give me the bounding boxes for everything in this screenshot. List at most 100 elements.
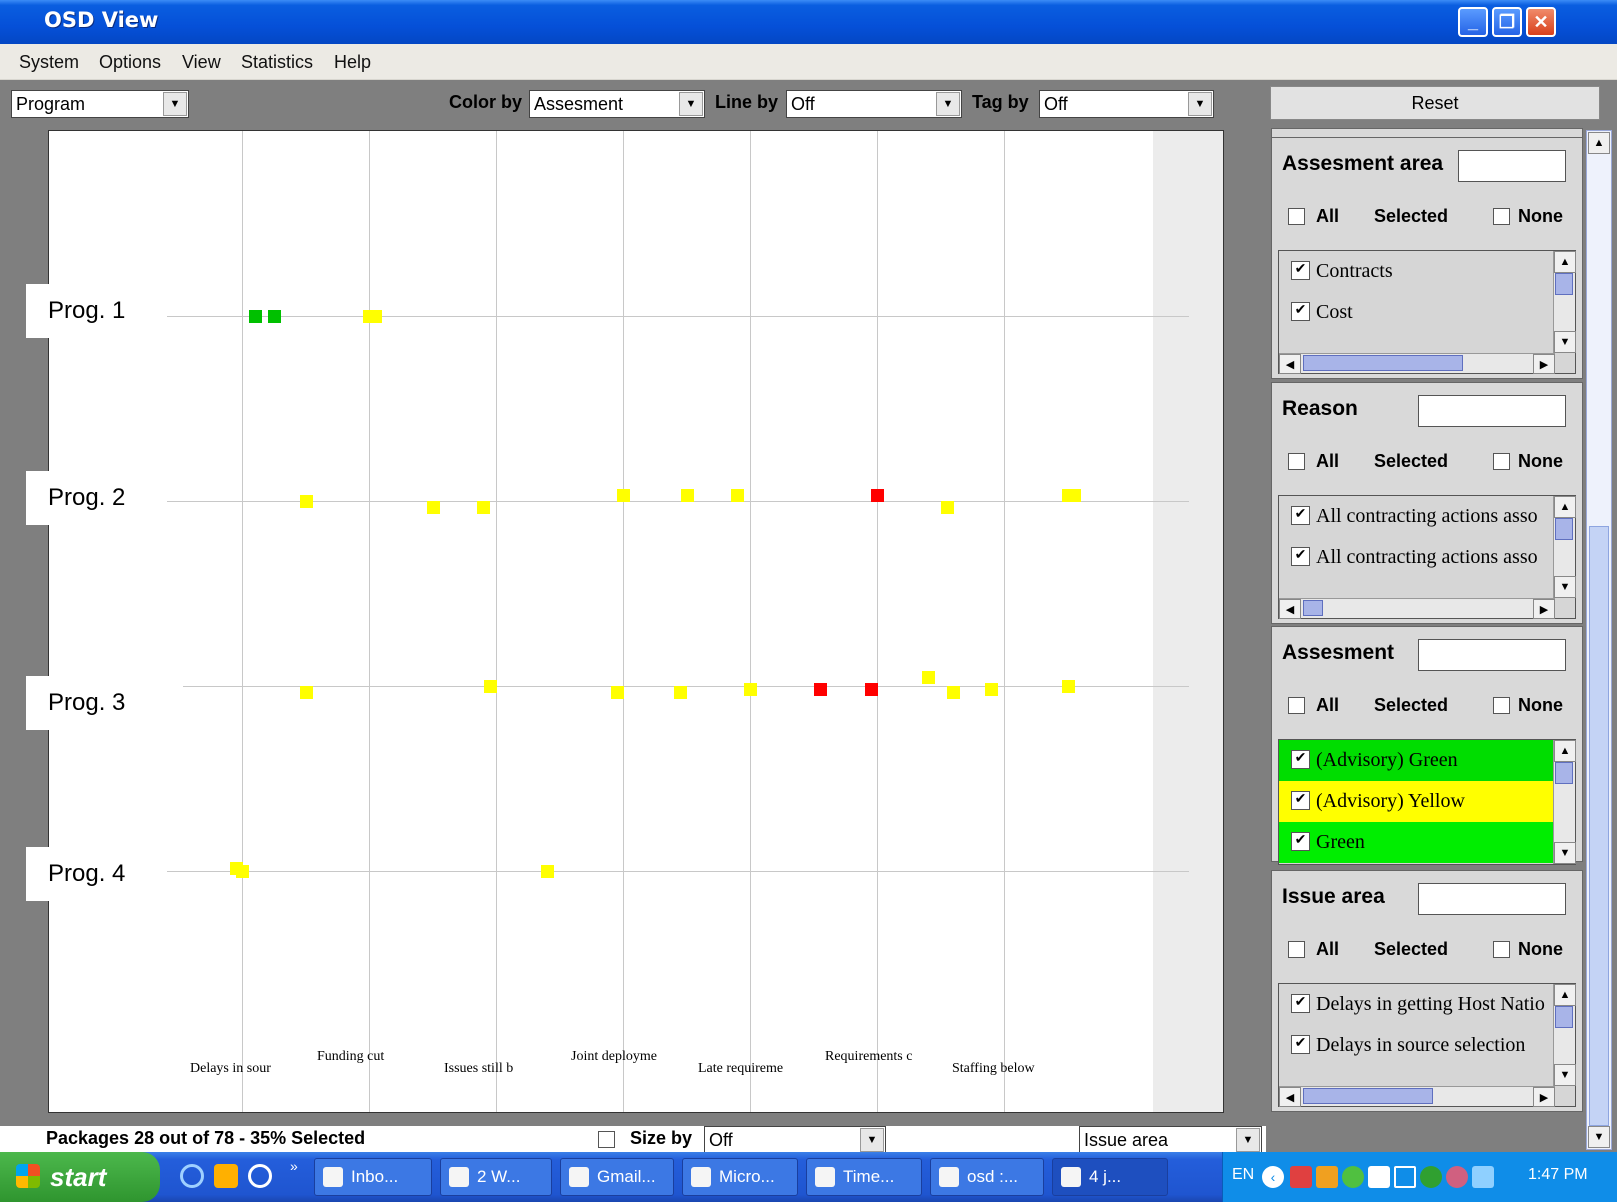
assessment-area-vscroll[interactable]: ▲ ▼: [1553, 251, 1576, 353]
issue-area-vscroll[interactable]: ▲ ▼: [1553, 984, 1576, 1086]
assessment-none-checkbox[interactable]: [1493, 697, 1510, 714]
scroll-thumb[interactable]: [1555, 518, 1573, 540]
issue-area-hscroll[interactable]: ◀ ▶: [1279, 1086, 1555, 1107]
tag-by-select[interactable]: Off ▼: [1039, 90, 1214, 118]
scroll-up-icon[interactable]: ▲: [1554, 740, 1576, 762]
browser-icon[interactable]: [248, 1164, 272, 1188]
assessment-area-hscroll[interactable]: ◀ ▶: [1279, 353, 1555, 374]
issue-area-none-checkbox[interactable]: [1493, 941, 1510, 958]
data-point[interactable]: [940, 501, 954, 514]
language-indicator[interactable]: EN: [1232, 1166, 1255, 1183]
task-time[interactable]: Time...: [806, 1158, 922, 1196]
scroll-down-icon[interactable]: ▼: [1588, 1126, 1610, 1148]
issue-area-filter-input[interactable]: [1418, 883, 1566, 915]
close-button[interactable]: ✕: [1526, 7, 1556, 37]
chevron-down-icon[interactable]: ▼: [860, 1128, 884, 1152]
checkbox-checked-icon[interactable]: ✔: [1291, 260, 1310, 280]
checkbox-checked-icon[interactable]: ✔: [1291, 1034, 1310, 1054]
reason-all-checkbox[interactable]: [1288, 453, 1305, 470]
data-point[interactable]: [610, 686, 624, 699]
assessment-area-list-item[interactable]: ✔ Cost: [1279, 292, 1553, 333]
scroll-right-icon[interactable]: ▶: [1533, 1087, 1555, 1107]
scroll-up-icon[interactable]: ▲: [1554, 984, 1576, 1006]
scroll-down-icon[interactable]: ▼: [1554, 842, 1576, 864]
data-point[interactable]: [248, 310, 262, 323]
update-tray-icon[interactable]: [1472, 1166, 1494, 1188]
scroll-left-icon[interactable]: ◀: [1279, 354, 1301, 374]
scroll-up-icon[interactable]: ▲: [1554, 251, 1576, 273]
assessment-area-list-item[interactable]: ✔ Contracts: [1279, 251, 1553, 292]
data-point[interactable]: [871, 489, 884, 502]
data-point[interactable]: [985, 683, 999, 696]
task-explorer[interactable]: 2 W...: [440, 1158, 552, 1196]
reason-hscroll[interactable]: ◀ ▶: [1279, 598, 1555, 619]
panel-scrollbar[interactable]: ▲ ▼: [1586, 130, 1612, 1150]
checkbox-checked-icon[interactable]: ✔: [1291, 831, 1310, 851]
reason-list-item[interactable]: ✔ All contracting actions asso: [1279, 496, 1553, 537]
checkbox-checked-icon[interactable]: ✔: [1291, 301, 1310, 321]
task-group[interactable]: 4 j...: [1052, 1158, 1168, 1196]
assessment-vscroll[interactable]: ▲ ▼: [1553, 740, 1576, 864]
assessment-list[interactable]: ✔ (Advisory) Green ✔ (Advisory) Yellow ✔ Gree…: [1278, 739, 1576, 865]
data-point[interactable]: [947, 686, 961, 699]
data-point[interactable]: [813, 683, 827, 696]
checkbox-checked-icon[interactable]: ✔: [1291, 505, 1310, 525]
data-point[interactable]: [921, 671, 935, 684]
app-tray-icon[interactable]: [1368, 1166, 1390, 1188]
scroll-up-icon[interactable]: ▲: [1588, 132, 1610, 154]
reason-list-item-partial[interactable]: [1279, 578, 1553, 592]
mail-tray-icon[interactable]: [1394, 1166, 1416, 1188]
data-point[interactable]: [236, 865, 249, 878]
axis-category-select[interactable]: Issue area ▼: [1079, 1126, 1262, 1154]
assessment-list-item[interactable]: ✔ Green: [1279, 822, 1553, 863]
outlook-icon[interactable]: [214, 1164, 238, 1188]
scroll-right-icon[interactable]: ▶: [1533, 599, 1555, 619]
assessment-area-filter-input[interactable]: [1458, 150, 1566, 182]
reason-list-item[interactable]: ✔ All contracting actions asso: [1279, 537, 1553, 578]
issue-area-list-item[interactable]: ✔ Delays in source selection: [1279, 1025, 1553, 1066]
checkbox-checked-icon[interactable]: ✔: [1291, 790, 1310, 810]
issue-area-all-checkbox[interactable]: [1288, 941, 1305, 958]
reason-none-checkbox[interactable]: [1493, 453, 1510, 470]
volume-tray-icon[interactable]: [1446, 1166, 1468, 1188]
reason-filter-input[interactable]: [1418, 395, 1566, 427]
scroll-thumb[interactable]: [1555, 762, 1573, 784]
chevron-left-icon[interactable]: ‹: [1262, 1166, 1284, 1188]
assessment-area-list[interactable]: ✔ Contracts ✔ Cost ▲ ▼ ◀ ▶: [1278, 250, 1576, 374]
data-point[interactable]: [617, 489, 630, 502]
checkbox-checked-icon[interactable]: ✔: [1291, 749, 1310, 769]
data-point[interactable]: [1067, 489, 1081, 502]
scroll-thumb[interactable]: [1303, 355, 1463, 371]
reason-vscroll[interactable]: ▲ ▼: [1553, 496, 1576, 598]
line-by-select[interactable]: Off ▼: [786, 90, 962, 118]
scroll-right-icon[interactable]: ▶: [1533, 354, 1555, 374]
data-point[interactable]: [674, 686, 688, 699]
data-point[interactable]: [267, 310, 281, 323]
size-by-select[interactable]: Off ▼: [704, 1126, 886, 1154]
start-button[interactable]: start: [0, 1152, 160, 1202]
data-point[interactable]: [1061, 680, 1075, 693]
scroll-up-icon[interactable]: ▲: [1554, 496, 1576, 518]
reset-button[interactable]: Reset: [1270, 86, 1600, 120]
chevron-more-icon[interactable]: »: [290, 1158, 298, 1174]
task-gmail[interactable]: Gmail...: [560, 1158, 674, 1196]
reason-list[interactable]: ✔ All contracting actions asso ✔ All contra…: [1278, 495, 1576, 619]
internet-explorer-icon[interactable]: [180, 1164, 204, 1188]
assessment-list-item[interactable]: ✔ (Advisory) Yellow: [1279, 781, 1553, 822]
scroll-thumb[interactable]: [1303, 1088, 1433, 1104]
chevron-down-icon[interactable]: ▼: [1236, 1128, 1260, 1152]
assessment-filter-input[interactable]: [1418, 639, 1566, 671]
scatter-plot[interactable]: Delays in sour Funding cut Issues still b J…: [48, 130, 1224, 1113]
chevron-down-icon[interactable]: ▼: [936, 92, 960, 116]
menu-options[interactable]: Options: [99, 52, 162, 72]
assessment-area-all-checkbox[interactable]: [1288, 208, 1305, 225]
assessment-area-list-item-partial[interactable]: [1279, 333, 1553, 347]
data-point[interactable]: [483, 680, 497, 693]
data-point[interactable]: [680, 489, 694, 502]
scroll-thumb[interactable]: [1555, 1006, 1573, 1028]
scroll-thumb[interactable]: [1555, 273, 1573, 295]
menu-statistics[interactable]: Statistics: [241, 52, 314, 72]
data-point[interactable]: [731, 489, 745, 502]
scroll-down-icon[interactable]: ▼: [1554, 1064, 1576, 1086]
scroll-down-icon[interactable]: ▼: [1554, 331, 1576, 353]
